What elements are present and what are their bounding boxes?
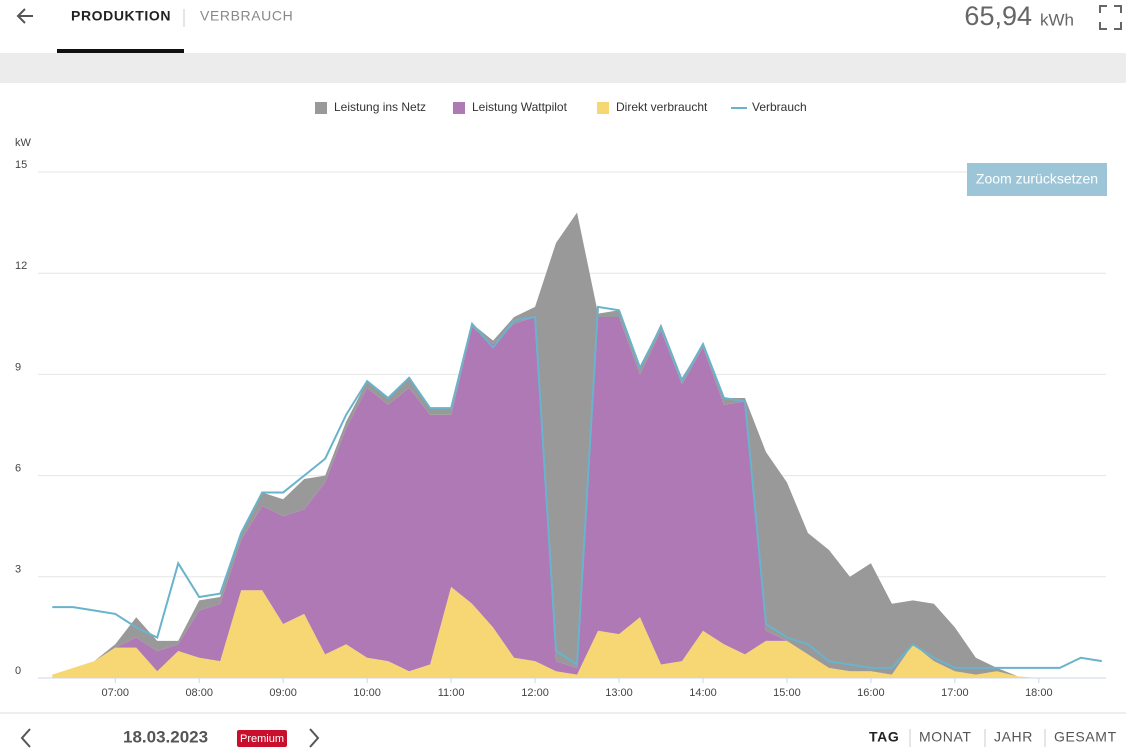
y-tick-label: 3 <box>15 564 21 576</box>
prev-day[interactable] <box>20 728 31 748</box>
y-tick-label: 15 <box>15 159 27 171</box>
top-bar <box>0 0 1126 53</box>
x-tick-label: 13:00 <box>605 687 633 699</box>
zoom-reset-label[interactable]: Zoom zurücksetzen <box>976 171 1098 187</box>
x-tick-label: 07:00 <box>101 687 129 699</box>
period-tab[interactable]: JAHR <box>994 729 1033 745</box>
gray-band <box>0 53 1126 83</box>
x-tick-label: 15:00 <box>773 687 801 699</box>
legend-swatch <box>597 102 609 114</box>
y-tick-label: 0 <box>15 665 21 677</box>
tab-verbrauch[interactable]: VERBRAUCH <box>200 8 293 24</box>
area <box>52 586 1102 678</box>
area <box>52 317 1102 678</box>
x-tick-label: 11:00 <box>438 687 465 699</box>
legend-label: Verbrauch <box>752 100 807 114</box>
date: 18.03.2023 <box>123 727 208 746</box>
x-tick-label: 14:00 <box>689 687 717 699</box>
zoom-reset-button[interactable] <box>967 163 1107 196</box>
legend-label: Leistung ins Netz <box>334 100 426 114</box>
period-tabs: TAG MONAT JAHR GESAMT <box>869 729 1117 747</box>
x-tick-label: 09:00 <box>269 687 297 699</box>
premium-label: Premium <box>240 733 284 745</box>
y-tick-label: 6 <box>15 463 21 475</box>
back-button[interactable] <box>16 8 33 24</box>
legend-label: Leistung Wattpilot <box>472 100 568 114</box>
tab-produktion[interactable]: PRODUKTION <box>71 8 171 24</box>
legend-swatch <box>315 102 327 114</box>
tab-underline <box>57 49 184 53</box>
next-day[interactable] <box>309 728 320 748</box>
period-tab[interactable]: MONAT <box>919 729 972 745</box>
legend-swatch <box>453 102 465 114</box>
x-tick-label: 10:00 <box>353 687 381 699</box>
y-axis-label: kW <box>15 137 32 149</box>
legend-label: Direkt verbraucht <box>616 100 708 114</box>
x-tick-label: 12:00 <box>521 687 549 699</box>
y-tick-label: 9 <box>15 361 21 373</box>
total-value: 65,94 <box>964 1 1032 31</box>
area <box>52 212 1102 679</box>
x-tick-label: 08:00 <box>185 687 213 699</box>
period-tab[interactable]: GESAMT <box>1054 729 1117 745</box>
x-tick-label: 18:00 <box>1025 687 1053 699</box>
premium-badge <box>237 730 287 747</box>
fullscreen-button[interactable] <box>1099 5 1122 30</box>
plot: 0 3 6 9 12 15 07:00 08:00 09:00 10:00 11:00 12:00 13… <box>15 159 1106 699</box>
x-tick-label: 16:00 <box>857 687 885 699</box>
line <box>52 305 1102 669</box>
x-tick-label: 17:00 <box>941 687 969 699</box>
period-tab[interactable]: TAG <box>869 729 899 745</box>
total-unit: kWh <box>1040 10 1074 29</box>
y-tick-label: 12 <box>15 260 27 272</box>
